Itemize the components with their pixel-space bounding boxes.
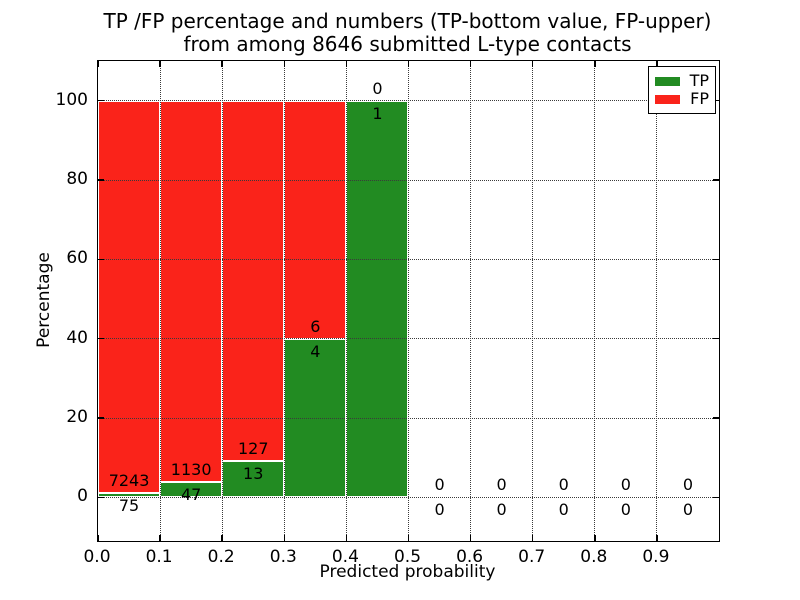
x-tick-label: 0.0 [83,547,111,567]
y-tick-label: 100 [55,89,88,110]
x-tick-mark [98,61,99,67]
y-tick-mark [713,337,719,340]
legend-entry-fp: FP [655,91,709,107]
tp-count-label: 0 [620,500,631,520]
x-tick-label: 0.8 [580,547,608,567]
x-tick-mark [594,61,596,67]
vertical-gridline [656,61,658,541]
y-tick-mark [713,179,719,181]
tp-count-label: 0 [434,500,445,520]
tp-count-label: 0 [496,500,507,520]
fp-count-label: 0 [496,475,507,495]
vertical-gridline [470,61,472,541]
tp-bar-segment [98,493,161,498]
fp-count-label: 0 [682,475,694,495]
fp-swatch-icon [655,94,681,104]
x-tick-mark [469,535,472,541]
vertical-gridline [283,61,285,541]
plot-inner: 7243 75 1130 47 127 13 6 4 0 1 0 0 0 0 0 0 0 0 0 0 [98,61,719,541]
tp-count-label: 0 [682,500,694,520]
x-tick-mark [221,61,223,67]
x-tick-mark [345,61,348,67]
fp-bar-segment [98,100,161,494]
vertical-gridline [345,61,347,541]
x-tick-mark [283,535,286,541]
y-tick-mark [713,258,719,261]
x-tick-mark [656,61,658,67]
x-tick-mark [469,61,472,67]
tp-count-label: 75 [118,496,140,516]
x-tick-label: 0.1 [145,547,173,567]
y-tick-mark [98,179,104,181]
tp-count-label: 0 [558,500,569,520]
y-tick-mark [713,496,719,499]
y-tick-mark [98,337,104,340]
fp-bar-segment [160,100,223,482]
tp-count-label: 13 [243,463,264,483]
tp-bar-segment [346,100,409,498]
x-tick-mark [98,535,99,541]
x-tick-label: 0.5 [393,547,422,567]
x-tick-mark [221,535,223,541]
x-tick-mark [594,535,596,541]
tp-count-label: 47 [180,484,202,504]
vertical-gridline [408,61,409,541]
x-tick-mark [531,61,534,67]
x-tick-mark [531,535,534,541]
tp-bar-segment [160,481,223,498]
vertical-gridline [159,61,161,541]
fp-bar-segment [284,100,347,339]
x-tick-label: 0.6 [456,547,484,567]
vertical-gridline [594,61,596,541]
x-tick-mark [345,535,348,541]
y-tick-mark [713,99,719,102]
y-tick-label: 40 [66,327,88,348]
vertical-gridline [532,61,534,541]
x-tick-mark [159,535,161,541]
y-tick-mark [98,258,104,261]
fp-count-label: 127 [237,438,269,458]
y-tick-label: 60 [66,248,88,269]
y-tick-mark [98,99,104,102]
legend-entry-tp: TP [655,73,709,89]
vertical-gridline [221,61,223,541]
chart-title-line1: TP /FP percentage and numbers (TP-bottom… [103,9,712,33]
fp-bar-segment [222,100,285,461]
fp-count-label: 6 [310,316,321,336]
fp-count-label: 0 [558,475,569,495]
x-tick-label: 0.7 [518,547,546,567]
x-tick-mark [407,535,410,541]
x-tick-mark [656,535,658,541]
x-tick-label: 0.3 [269,547,297,567]
fp-count-label: 1130 [170,459,212,479]
tp-count-label: 4 [310,341,321,361]
y-tick-label: 0 [77,486,88,507]
y-tick-mark [98,496,104,499]
tp-bar-segment [222,460,285,498]
y-tick-label: 20 [66,407,88,428]
tp-swatch-icon [655,76,680,86]
y-tick-mark [713,417,719,419]
legend-label-fp: FP [690,89,709,108]
x-tick-label: 0.9 [642,547,670,567]
x-tick-label: 0.4 [331,547,359,567]
y-tick-mark [98,417,104,419]
x-axis-label: Predicted probability [319,562,496,582]
chart-title: TP /FP percentage and numbers (TP-bottom… [97,10,718,56]
x-tick-label: 0.2 [207,547,235,567]
x-tick-mark [159,61,161,67]
legend-label-tp: TP [689,71,709,90]
tp-count-label: 1 [372,103,383,123]
x-tick-mark [283,61,286,67]
x-tick-mark [407,61,410,67]
legend: TP FP [648,66,716,114]
fp-count-label: 0 [372,78,383,98]
chart-title-line2: from among 8646 submitted L-type contact… [183,32,632,56]
y-tick-label: 80 [66,169,88,189]
fp-count-label: 0 [620,475,631,495]
plot-area: 7243 75 1130 47 127 13 6 4 0 1 0 0 0 0 0 0 0 0 0 0 [97,60,720,542]
fp-count-label: 7243 [108,471,150,491]
fp-count-label: 0 [434,475,445,495]
